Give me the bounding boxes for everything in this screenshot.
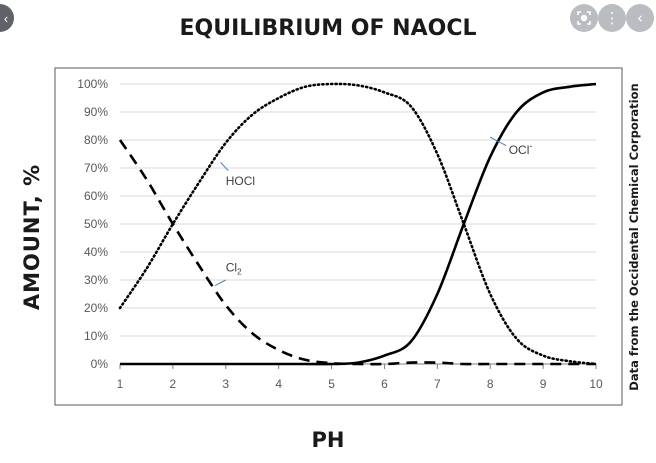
series-line-hocl bbox=[118, 82, 598, 366]
annotation-leader bbox=[214, 279, 227, 287]
series-line-cl2 bbox=[118, 139, 597, 366]
y-tick-label: 0% bbox=[91, 357, 109, 371]
x-tick-label: 5 bbox=[328, 377, 335, 391]
x-tick-label: 9 bbox=[540, 377, 547, 391]
x-tick-label: 6 bbox=[381, 377, 388, 391]
y-tick-label: 10% bbox=[84, 329, 108, 343]
y-tick-label: 50% bbox=[84, 217, 108, 231]
x-tick-label: 8 bbox=[487, 377, 494, 391]
x-tick-label: 1 bbox=[117, 377, 124, 391]
more-vertical-icon[interactable]: ⋮ bbox=[598, 4, 626, 32]
y-tick-label: 80% bbox=[84, 133, 108, 147]
y-tick-label: 40% bbox=[84, 245, 108, 259]
x-axis-label: PH bbox=[311, 428, 345, 452]
chart-frame bbox=[54, 67, 623, 406]
x-tick-label: 7 bbox=[434, 377, 441, 391]
y-tick-label: 70% bbox=[84, 161, 108, 175]
x-tick-label: 4 bbox=[275, 377, 282, 391]
series-annotation: OCl- bbox=[509, 141, 533, 157]
lens-icon[interactable] bbox=[570, 4, 598, 32]
series-line-ocl bbox=[120, 82, 597, 366]
y-tick-label: 60% bbox=[84, 189, 108, 203]
annotation-leader bbox=[489, 136, 507, 147]
y-tick-label: 20% bbox=[84, 301, 108, 315]
chevron-left-icon[interactable]: ‹ bbox=[626, 4, 654, 32]
x-tick-label: 3 bbox=[222, 377, 229, 391]
y-tick-label: 100% bbox=[77, 77, 108, 91]
series-annotation: HOCl bbox=[226, 174, 255, 188]
annotation-leader bbox=[220, 162, 229, 172]
chart-title: EQUILIBRIUM OF NAOCL bbox=[179, 16, 477, 41]
y-tick-label: 90% bbox=[84, 105, 108, 119]
y-tick-label: 30% bbox=[84, 273, 108, 287]
x-tick-label: 10 bbox=[589, 377, 603, 391]
chevron-left-icon[interactable]: ‹ bbox=[0, 4, 14, 32]
x-tick-label: 2 bbox=[170, 377, 177, 391]
